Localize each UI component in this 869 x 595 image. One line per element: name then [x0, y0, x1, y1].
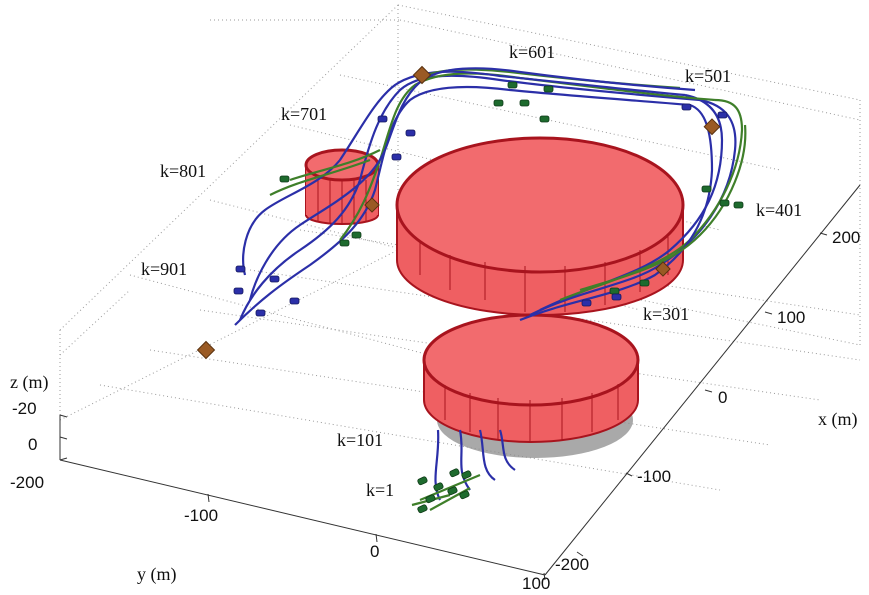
vehicle-marker: [449, 468, 460, 478]
waypoint-marker: [364, 197, 380, 213]
obstacle-large: [395, 136, 685, 316]
vehicle-marker: [461, 470, 472, 480]
vehicle-marker: [717, 111, 728, 119]
x-tick-labels: -200 -100 0 100 200: [555, 228, 860, 574]
axes: [59, 184, 861, 581]
vehicle-marker: [377, 115, 388, 123]
time-step-labels: k=1 k=101 k=301 k=401 k=501 k=601 k=701 …: [141, 42, 802, 500]
vehicle-marker: [279, 175, 290, 183]
k-label: k=701: [281, 104, 327, 124]
k-label: k=901: [141, 259, 187, 279]
vehicle-marker: [681, 103, 692, 111]
vehicle-marker: [733, 201, 744, 209]
y-tick-label: 0: [370, 542, 379, 561]
waypoints: [196, 65, 721, 360]
vehicle-marker: [507, 81, 518, 89]
y-axis-label: y (m): [137, 564, 177, 585]
z-tick-label: 0: [28, 435, 37, 454]
vehicle-marker: [233, 287, 244, 295]
z-axis-label: z (m): [10, 372, 48, 393]
y-tick-label: -100: [184, 506, 218, 525]
x-tick-label: 200: [832, 228, 860, 247]
x-tick-label: -100: [637, 467, 671, 486]
vehicle-marker: [391, 153, 402, 161]
vehicle-marker: [611, 293, 622, 301]
vehicle-marker: [289, 297, 300, 305]
vehicle-marker: [519, 99, 530, 107]
k-label: k=401: [756, 200, 802, 220]
vehicle-marker: [493, 99, 504, 107]
y-tick-label: -200: [10, 473, 44, 492]
waypoint-marker: [655, 261, 671, 277]
vehicle-marker: [609, 287, 620, 295]
vehicle-marker: [417, 504, 428, 514]
vehicle-marker: [543, 85, 554, 93]
vehicle-marker: [255, 309, 266, 317]
vehicle-marker: [269, 275, 280, 283]
vehicle-marker: [417, 476, 428, 486]
k-label: k=301: [643, 304, 689, 324]
vehicle-marker: [235, 265, 246, 273]
waypoint-marker: [196, 340, 216, 360]
y-tick-labels: -200 -100 0 100: [10, 473, 550, 593]
x-tick-label: 100: [777, 308, 805, 327]
vehicle-marker: [433, 482, 444, 492]
vehicle-marker: [459, 490, 470, 500]
vehicles: [233, 81, 744, 514]
k-label: k=101: [337, 430, 383, 450]
waypoint-marker: [412, 65, 432, 85]
k-label: k=801: [160, 161, 206, 181]
vehicle-marker: [405, 129, 416, 137]
z-tick-labels: -20 0: [12, 399, 37, 454]
x-tick-label: 0: [718, 388, 727, 407]
y-tick-label: 100: [522, 574, 550, 593]
waypoint-marker: [703, 118, 721, 136]
vehicle-marker: [425, 494, 436, 504]
vehicle-marker: [539, 115, 550, 123]
vehicle-marker: [351, 231, 362, 239]
vehicle-marker: [447, 486, 458, 496]
k-label: k=501: [685, 66, 731, 86]
vehicle-marker: [719, 199, 730, 207]
obstacle-medium: [422, 313, 640, 443]
trajectories: [234, 67, 747, 511]
k-label: k=601: [509, 42, 555, 62]
vehicle-marker: [639, 279, 650, 287]
vehicle-marker: [701, 185, 712, 193]
vehicle-marker: [581, 299, 592, 307]
k-label: k=1: [366, 480, 394, 500]
z-tick-label: -20: [12, 399, 37, 418]
vehicle-marker: [339, 239, 350, 247]
x-axis-label: x (m): [818, 409, 858, 430]
x-tick-label: -200: [555, 555, 589, 574]
